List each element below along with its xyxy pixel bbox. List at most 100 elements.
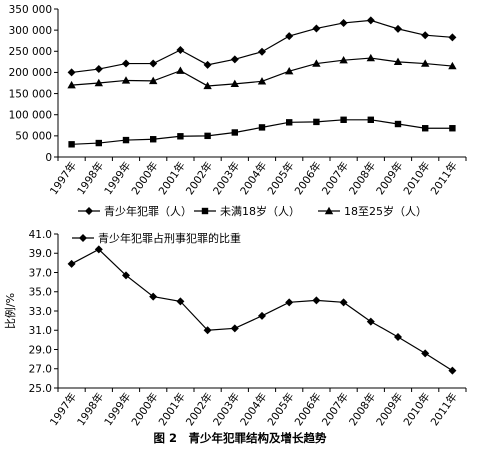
data-point: [67, 80, 76, 89]
data-point: [394, 332, 402, 341]
data-point: [339, 298, 348, 307]
y-tick-label: 150 000: [9, 88, 52, 100]
data-point: [286, 119, 293, 126]
y-axis-label: 比例/%: [3, 293, 17, 329]
legend-marker: [79, 234, 87, 242]
y-tick-label: 300 000: [9, 25, 52, 37]
x-tick-label: 2004年: [237, 159, 269, 197]
y-tick-label: 350 000: [9, 4, 52, 16]
data-point: [449, 125, 456, 132]
y-tick-label: 35.0: [29, 287, 52, 299]
data-point: [150, 136, 157, 143]
data-point: [366, 16, 375, 25]
data-point: [230, 79, 239, 88]
data-point: [149, 292, 158, 301]
data-point: [448, 33, 457, 42]
x-tick-label: 2008年: [346, 159, 378, 197]
x-tick-label: 2004年: [237, 390, 269, 428]
data-point: [366, 317, 375, 326]
x-tick-label: 2010年: [401, 390, 433, 428]
legend-label: 未满18岁（人）: [220, 204, 300, 218]
legend-marker: [201, 207, 209, 215]
x-tick-label: 2007年: [319, 390, 351, 428]
x-tick-label: 2009年: [373, 390, 405, 428]
x-tick-label: 2003年: [210, 390, 242, 428]
data-point: [366, 53, 375, 62]
y-tick-label: 27.0: [29, 364, 52, 376]
data-point: [339, 55, 348, 64]
x-tick-label: 2007年: [319, 159, 351, 197]
data-point: [285, 32, 294, 41]
legend-label: 18至25岁（人）: [344, 204, 427, 218]
y-tick-label: 100 000: [9, 110, 52, 122]
y-tick-label: 200 000: [9, 67, 52, 79]
x-tick-label: 2008年: [346, 390, 378, 428]
data-point: [421, 59, 430, 67]
data-point: [421, 349, 430, 358]
data-point: [95, 139, 102, 147]
data-point: [339, 18, 348, 27]
data-point: [231, 129, 238, 136]
series-line: [71, 248, 453, 372]
x-tick-label: 2005年: [265, 159, 297, 197]
x-tick-label: 2000年: [129, 159, 161, 197]
chart-bottom: 25.0 27.0 29.0 31.0 33.0 35.0 37.0 39.0 41.0 1997…: [3, 229, 467, 428]
legend-label: 青少年犯罪（人）: [104, 204, 192, 218]
y-tick-label: 39.0: [29, 248, 52, 260]
x-tick-label: 2006年: [292, 390, 324, 428]
x-tick-label: 1998年: [74, 159, 106, 197]
x-tick-label: 2009年: [373, 159, 405, 197]
x-tick-label: 2003年: [210, 159, 242, 197]
legend-label: 青少年犯罪占刑事犯罪的比重: [98, 231, 241, 245]
data-point: [122, 271, 130, 280]
data-point: [448, 61, 457, 70]
data-point: [204, 132, 211, 140]
x-tick-label: 1999年: [101, 159, 133, 197]
y-tick-label: 31.0: [29, 325, 52, 337]
y-tick-label: 0: [45, 152, 52, 164]
data-point: [340, 116, 347, 123]
data-point: [203, 60, 212, 69]
data-point: [313, 118, 320, 126]
data-point: [393, 57, 403, 66]
data-point: [394, 24, 402, 33]
data-point: [68, 141, 75, 148]
y-tick-label: 41.0: [29, 229, 52, 241]
data-point: [203, 81, 212, 90]
y-tick-label: 29.0: [29, 344, 52, 356]
data-point: [421, 31, 430, 40]
x-tick-label: 2011年: [428, 159, 460, 197]
data-point: [149, 76, 158, 85]
data-point: [258, 47, 266, 56]
data-point: [230, 55, 239, 64]
y-tick-label: 50 000: [15, 131, 52, 143]
data-point: [394, 120, 402, 128]
x-tick-label: 2002年: [183, 390, 215, 428]
y-tick-label: 25.0: [29, 383, 52, 395]
data-point: [285, 298, 294, 307]
x-tick-label: 1997年: [47, 390, 79, 428]
data-point: [67, 259, 76, 268]
data-point: [285, 66, 294, 75]
data-point: [122, 59, 130, 68]
y-tick-label: 33.0: [29, 306, 52, 318]
x-tick-label: 2011年: [428, 390, 460, 428]
data-point: [94, 78, 103, 87]
x-tick-label: 2005年: [265, 390, 297, 428]
data-point: [94, 245, 103, 254]
x-tick-label: 2010年: [401, 159, 433, 197]
x-tick-label: 2001年: [156, 159, 188, 197]
x-tick-label: 2006年: [292, 159, 324, 197]
data-point: [121, 76, 131, 84]
data-point: [176, 297, 185, 306]
y-tick-label: 37.0: [29, 267, 52, 279]
data-point: [312, 296, 321, 305]
data-point: [422, 125, 429, 132]
x-tick-label: 1998年: [74, 390, 106, 428]
data-point: [257, 77, 267, 85]
figure-caption: 图 2 青少年犯罪结构及增长趋势: [153, 431, 327, 445]
data-point: [94, 65, 103, 74]
chart-top: 0 50 000 100 000 150 000 200 000 250 000 300 0…: [9, 4, 467, 218]
data-point: [312, 24, 321, 33]
